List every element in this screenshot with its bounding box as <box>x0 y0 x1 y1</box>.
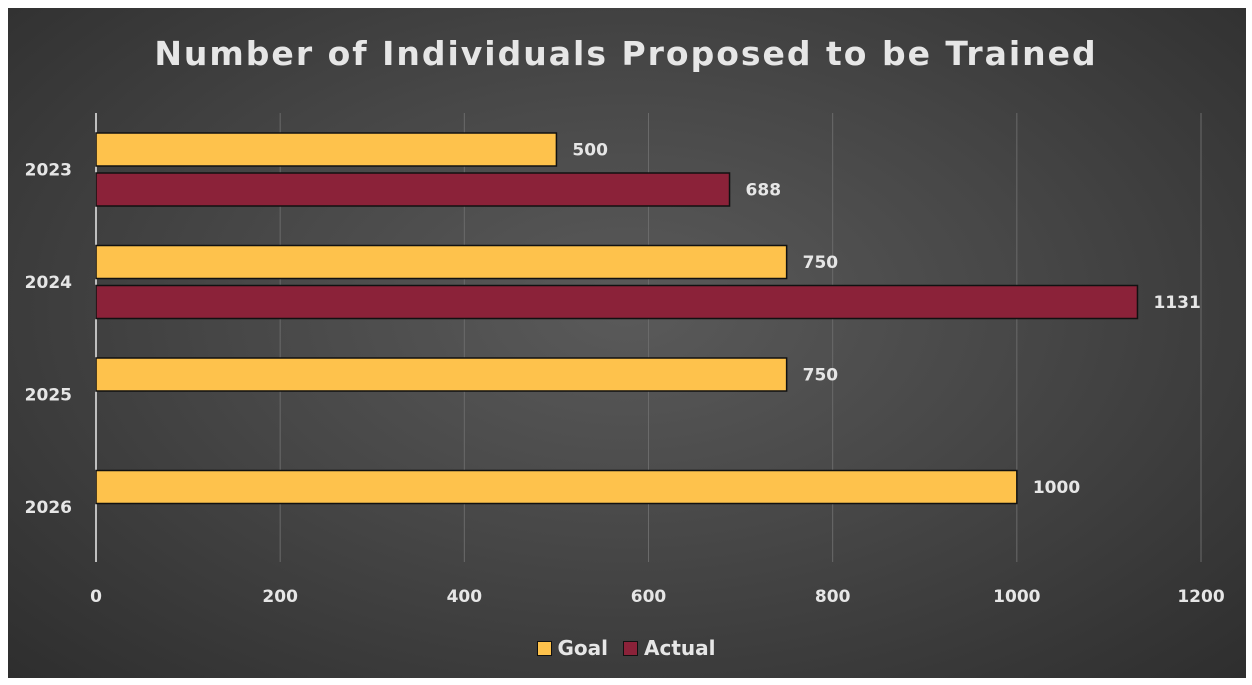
chart-background <box>8 8 1246 678</box>
bar-goal-2025 <box>95 357 788 392</box>
x-tick-label-200: 200 <box>262 587 298 607</box>
data-label-goal-2023: 500 <box>572 141 608 161</box>
legend-label-goal: Goal <box>557 636 609 660</box>
bar-actual-2023 <box>95 172 731 207</box>
bar-goal-2024 <box>95 244 788 280</box>
x-tick-label-1000: 1000 <box>993 587 1040 607</box>
bar-actual-2024 <box>95 284 1139 320</box>
x-tick-label-400: 400 <box>447 587 483 607</box>
chart-legend: Goal Actual <box>0 636 1252 661</box>
data-label-goal-2026: 1000 <box>1033 478 1080 498</box>
legend-item-actual: Actual <box>623 636 715 660</box>
x-tick-label-1200: 1200 <box>1177 587 1224 607</box>
chart-title: Number of Individuals Proposed to be Tra… <box>154 34 1098 73</box>
data-label-goal-2024: 750 <box>803 253 839 273</box>
bar-goal-2023 <box>95 132 558 167</box>
x-tick-label-600: 600 <box>631 587 667 607</box>
y-tick-label-2023: 2023 <box>25 160 72 180</box>
y-tick-label-2024: 2024 <box>25 273 72 293</box>
data-label-actual-2023: 688 <box>746 181 782 201</box>
y-tick-label-2025: 2025 <box>25 385 72 405</box>
legend-label-actual: Actual <box>644 636 716 660</box>
data-label-goal-2025: 750 <box>803 366 839 386</box>
legend-item-goal: Goal <box>536 636 609 660</box>
x-tick-label-800: 800 <box>815 587 851 607</box>
x-tick-label-0: 0 <box>90 587 102 607</box>
y-tick-label-2026: 2026 <box>25 498 72 518</box>
legend-swatch-actual <box>623 640 638 656</box>
bar-goal-2026 <box>95 469 1018 505</box>
legend-swatch-goal <box>536 640 552 656</box>
data-label-actual-2024: 1131 <box>1153 293 1200 313</box>
